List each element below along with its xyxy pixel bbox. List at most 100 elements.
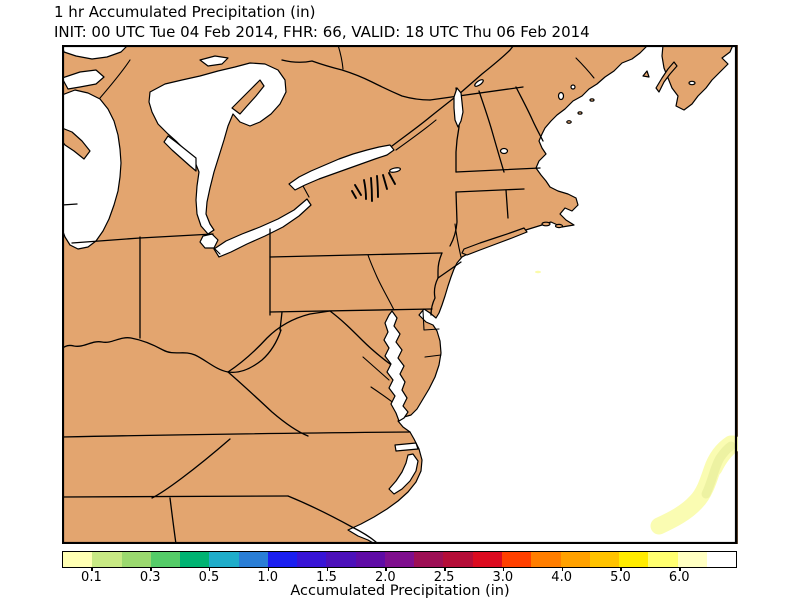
colorbar-segment: [619, 552, 649, 567]
lake-michigan-north-lobe: [62, 69, 105, 90]
colorbar-segment: [238, 552, 268, 567]
digby-neck: [655, 61, 678, 93]
bruce-peninsula: [231, 79, 265, 115]
colorbar-segment: [501, 552, 532, 567]
colorbar-tick-label: 6.0: [668, 570, 690, 585]
colorbar: [62, 551, 737, 568]
colorbar-segment: [384, 552, 415, 567]
niagara-river: [302, 185, 310, 198]
map-frame: [62, 45, 738, 544]
colorbar-segment: [589, 552, 620, 567]
colorbar-tick-label: 4.0: [551, 570, 572, 585]
marthas-vineyard: [541, 221, 551, 227]
us-canada-border: [429, 86, 524, 101]
lake-champlain: [453, 87, 464, 128]
nc-sc-border: [287, 495, 377, 543]
nh-me-border: [515, 86, 544, 142]
colorbar-segment: [326, 552, 356, 567]
ri-ct-border: [505, 189, 509, 219]
grand-manan-island: [642, 70, 650, 78]
ohio-river: [62, 329, 282, 374]
moosehead-lake: [557, 91, 565, 101]
nova-scotia-lake: [688, 80, 696, 86]
maine-coast-island: [577, 111, 583, 115]
lake-ontario: [288, 144, 395, 191]
ma-south-border: [455, 188, 525, 193]
colorbar-tick-label: 1.5: [316, 570, 337, 585]
maine-coast-island: [589, 98, 595, 102]
lake-michigan: [62, 89, 122, 250]
oneida-lake: [389, 167, 401, 173]
colorbar-segment: [706, 552, 737, 567]
ct-ny-border: [449, 191, 458, 247]
gatineau-river: [337, 45, 344, 70]
ky-va-border: [227, 371, 309, 437]
ny-nj-border: [437, 261, 462, 279]
lake-winnipesaukee: [499, 147, 509, 155]
detroit-river: [213, 247, 221, 255]
saginaw-bay: [163, 135, 197, 172]
colorbar-segment: [92, 552, 122, 567]
ma-north-border: [455, 167, 541, 173]
colorbar-segment: [648, 552, 678, 567]
ottawa-river: [281, 59, 431, 101]
colorbar-tick-label: 2.5: [433, 570, 455, 585]
mason-dixon-line: [269, 308, 433, 313]
colorbar-segment: [297, 552, 327, 567]
st-john-river: [575, 57, 595, 79]
wi-il-border: [62, 203, 78, 206]
nantucket: [554, 223, 564, 229]
precipitation-map: [62, 45, 738, 544]
ky-tn-va-nc-border: [62, 431, 411, 438]
tn-nc-border: [151, 438, 231, 499]
islands: [461, 45, 734, 256]
colorbar-segment: [209, 552, 239, 567]
ny-pa-border: [269, 252, 443, 258]
colorbar-tickmark: [444, 567, 446, 571]
colorbar-segment: [443, 552, 473, 567]
colorbar-segment: [121, 552, 151, 567]
colorbar-segment: [355, 552, 385, 567]
potomac-river: [329, 310, 391, 365]
state-borders: [62, 59, 544, 544]
precip-area-offshore: [650, 435, 738, 535]
colorbar-tickmark: [208, 567, 211, 571]
up-river: [99, 59, 131, 99]
colorbar-segment: [531, 552, 561, 567]
colorbar-tickmark: [502, 567, 505, 571]
colorbar-segment: [267, 552, 298, 567]
md-va-delmarva-border: [424, 354, 442, 358]
chesapeake-bay: [383, 310, 409, 422]
vt-nh-border: [478, 90, 505, 173]
north-channel: [199, 55, 229, 67]
colorbar-axis-label: Accumulated Precipitation (in): [290, 583, 510, 599]
colorbar-tick-label: 0.5: [198, 570, 220, 585]
finger-lakes: [351, 167, 401, 202]
colorbar-tickmark: [326, 567, 329, 571]
colorbar-segment: [150, 552, 181, 567]
lake-erie: [213, 198, 312, 258]
colorbar-tickmark: [679, 567, 681, 571]
colorbar-segment: [677, 552, 707, 567]
figure-titles: 1 hr Accumulated Precipitation (in) INIT…: [54, 3, 590, 42]
de-md-border: [422, 310, 440, 331]
long-island: [461, 227, 528, 256]
montreal-island: [474, 79, 484, 87]
delaware-river: [430, 252, 443, 316]
colorbar-segment: [414, 552, 444, 567]
precip-speck: [535, 270, 541, 274]
maine-lake: [570, 84, 576, 90]
colorbar-tick-label: 2.0: [374, 570, 396, 585]
colorbar-tick-label: 3.0: [492, 570, 514, 585]
colorbar-tickmark: [267, 567, 270, 571]
colorbar-tick-label: 0.1: [81, 570, 102, 585]
wv-va-border: [227, 310, 331, 373]
colorbar-tick-label: 0.3: [139, 570, 161, 585]
great-lakes: [62, 45, 395, 258]
hudson-river: [454, 223, 462, 258]
mi-in-oh-border: [71, 233, 214, 244]
colorbar-tickmark: [150, 567, 152, 571]
colorbar-ticks: 0.1 0.3 0.5 1.0 1.5 2.0 2.5 3.0 4.0 5.0 6.0: [62, 566, 738, 588]
title-line-1: 1 hr Accumulated Precipitation (in): [54, 3, 316, 21]
